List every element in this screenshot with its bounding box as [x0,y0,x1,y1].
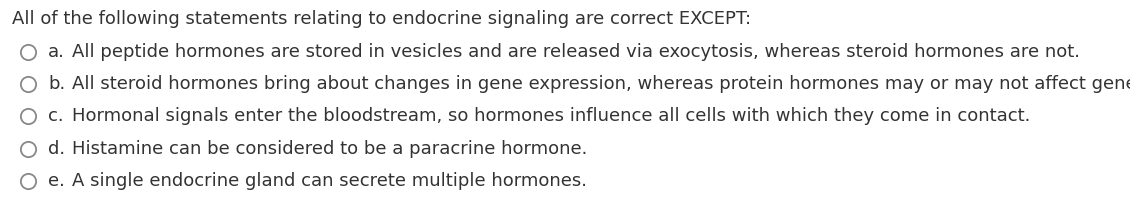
Text: A single endocrine gland can secrete multiple hormones.: A single endocrine gland can secrete mul… [72,172,586,190]
Text: All steroid hormones bring about changes in gene expression, whereas protein hor: All steroid hormones bring about changes… [72,75,1130,93]
Text: e.: e. [47,172,64,190]
Text: c.: c. [47,107,63,125]
Text: All peptide hormones are stored in vesicles and are released via exocytosis, whe: All peptide hormones are stored in vesic… [72,43,1080,61]
Text: Histamine can be considered to be a paracrine hormone.: Histamine can be considered to be a para… [72,140,588,158]
Text: All of the following statements relating to endocrine signaling are correct EXCE: All of the following statements relating… [12,10,751,28]
Text: a.: a. [47,43,64,61]
Text: d.: d. [47,140,66,158]
Text: Hormonal signals enter the bloodstream, so hormones influence all cells with whi: Hormonal signals enter the bloodstream, … [72,107,1031,125]
Text: b.: b. [47,75,66,93]
